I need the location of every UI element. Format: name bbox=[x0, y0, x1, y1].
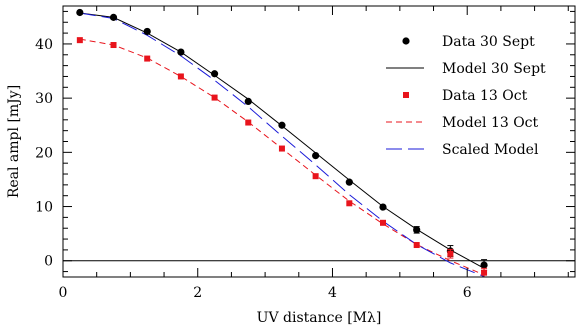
y-tick-label: 40 bbox=[35, 37, 53, 53]
x-tick-label: 6 bbox=[463, 285, 472, 301]
y-tick-label: 20 bbox=[35, 145, 53, 161]
x-tick-label: 0 bbox=[59, 285, 68, 301]
y-tick-label: 0 bbox=[44, 254, 53, 270]
point-data-13-oct bbox=[144, 55, 151, 62]
y-tick-label: 30 bbox=[35, 91, 53, 107]
y-tick-label: 10 bbox=[35, 200, 53, 216]
point-data-30-sept bbox=[210, 70, 219, 78]
point-data-30-sept bbox=[379, 203, 387, 211]
legend-label-data-13-oct: Data 13 Oct bbox=[442, 88, 528, 104]
point-data-30-sept bbox=[244, 97, 252, 105]
y-axis-label: Real ampl [mJy] bbox=[6, 85, 22, 198]
point-data-30-sept bbox=[76, 8, 84, 17]
axis-ticks bbox=[62, 6, 575, 277]
point-data-13-oct bbox=[413, 242, 420, 249]
point-data-13-oct bbox=[278, 145, 285, 152]
point-data-30-sept bbox=[109, 13, 118, 21]
point-data-13-oct bbox=[211, 94, 218, 101]
series-line-model-13-oct bbox=[79, 38, 485, 276]
point-data-13-oct bbox=[312, 173, 319, 180]
tick-labels: 0 2 4 6 0 10 20 30 40 bbox=[35, 37, 472, 301]
legend-label-model-13-oct: Model 13 Oct bbox=[442, 115, 539, 131]
legend-swatch-data-13-oct bbox=[403, 92, 409, 98]
point-data-13-oct bbox=[245, 119, 252, 126]
legend-label-scaled-model: Scaled Model bbox=[442, 142, 539, 158]
point-data-30-sept bbox=[312, 151, 320, 160]
series-line-scaled-model bbox=[79, 12, 485, 277]
legend-swatch-data-30-sept bbox=[402, 37, 410, 45]
point-data-30-sept bbox=[413, 226, 421, 234]
data-points bbox=[76, 8, 488, 278]
x-tick-label: 4 bbox=[328, 285, 337, 301]
point-data-30-sept bbox=[143, 27, 151, 36]
point-data-13-oct bbox=[177, 73, 184, 80]
model-lines bbox=[79, 12, 485, 277]
point-data-13-oct bbox=[110, 42, 117, 49]
point-data-30-sept bbox=[480, 261, 488, 269]
point-data-13-oct bbox=[380, 219, 386, 226]
point-data-30-sept bbox=[177, 48, 185, 56]
series-line-model-30-sept bbox=[79, 12, 485, 269]
x-axis-label: UV distance [Mλ] bbox=[257, 310, 382, 326]
point-data-13-oct bbox=[447, 250, 454, 257]
point-data-13-oct bbox=[481, 269, 488, 276]
legend-label-model-30-sept: Model 30 Sept bbox=[442, 61, 546, 77]
legend-label-data-30-sept: Data 30 Sept bbox=[442, 34, 535, 50]
point-data-30-sept bbox=[345, 178, 353, 186]
point-data-13-oct bbox=[76, 37, 83, 44]
point-data-30-sept bbox=[278, 121, 286, 129]
legend: Data 30 Sept Model 30 Sept Data 13 Oct Mode… bbox=[386, 34, 546, 158]
x-tick-label: 2 bbox=[193, 285, 202, 301]
point-data-13-oct bbox=[346, 200, 353, 207]
